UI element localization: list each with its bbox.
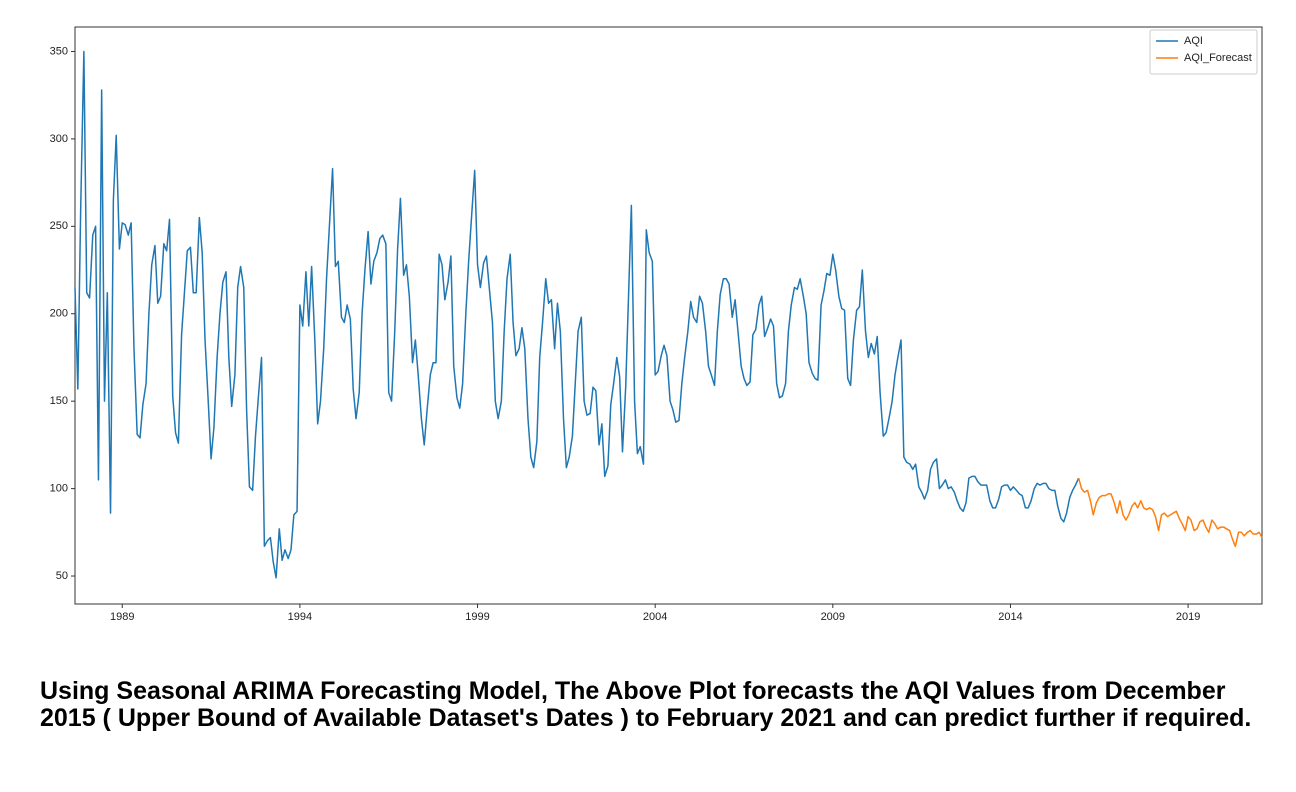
x-tick-label: 2009 — [821, 611, 845, 623]
x-tick-label: 1999 — [465, 611, 489, 623]
x-tick-label: 1994 — [288, 611, 312, 623]
caption: Using Seasonal ARIMA Forecasting Model, … — [40, 677, 1252, 732]
legend: AQI AQI_Forecast — [1149, 29, 1258, 75]
y-tick-label: 350 — [50, 45, 68, 57]
x-tick-label: 2004 — [643, 611, 667, 623]
legend-label: AQI_Forecast — [1184, 52, 1252, 64]
y-tick-label: 150 — [50, 395, 68, 407]
y-tick-label: 200 — [50, 308, 68, 320]
y-tick-label: 250 — [50, 220, 68, 232]
series-line — [74, 50, 1080, 579]
y-tick-label: 300 — [50, 133, 68, 145]
x-tick-label: 2019 — [1176, 611, 1200, 623]
x-tick-label: 1989 — [110, 611, 134, 623]
legend-label: AQI — [1184, 35, 1203, 47]
x-tick-label: 2014 — [998, 611, 1022, 623]
series-line — [1077, 477, 1263, 548]
y-tick-label: 100 — [50, 483, 68, 495]
y-tick-label: 50 — [56, 570, 68, 582]
plot-area — [74, 26, 1263, 605]
chart: 50 100 150 200 250 300 350 1989 1994 1999 2004 2009… — [50, 26, 1263, 623]
